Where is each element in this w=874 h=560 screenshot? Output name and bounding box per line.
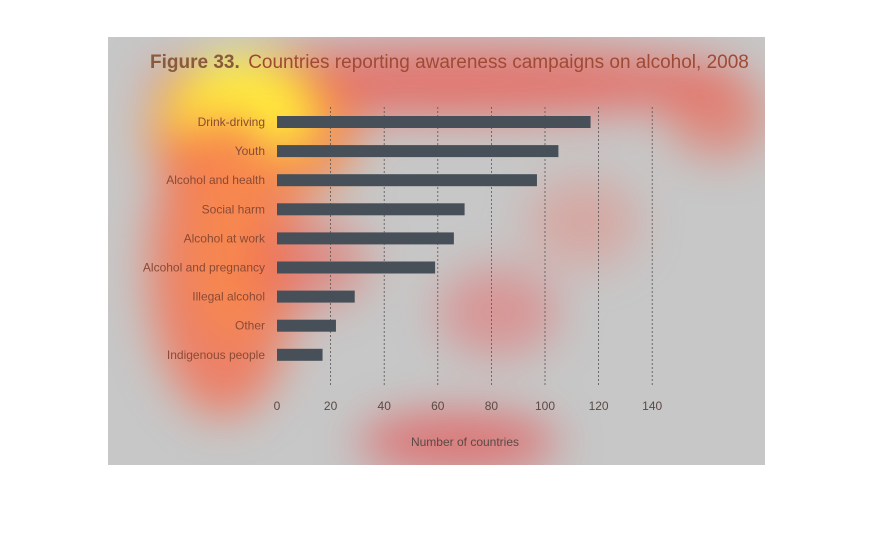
title-text: Countries reporting awareness campaigns … <box>248 52 749 73</box>
bar <box>277 203 465 216</box>
category-labels: Drink-driving Youth Alcohol and health Soci… <box>143 115 266 362</box>
x-tick-labels: 0 20 40 60 80 100 120 140 <box>274 399 663 413</box>
bar <box>277 174 537 187</box>
bars <box>277 116 591 361</box>
title-number: Figure 33. <box>150 52 240 73</box>
category-label: Alcohol and pregnancy <box>143 261 265 275</box>
category-label: Alcohol at work <box>184 231 266 245</box>
bar <box>277 261 436 274</box>
x-tick-label: 40 <box>378 399 392 413</box>
category-label: Other <box>235 319 265 333</box>
bar <box>277 145 559 158</box>
bar <box>277 116 591 128</box>
attention-heatmap-overlay <box>108 37 765 465</box>
x-tick-label: 0 <box>274 399 281 413</box>
category-label: Social harm <box>202 202 265 216</box>
category-label: Illegal alcohol <box>192 290 265 304</box>
category-label: Indigenous people <box>167 348 265 362</box>
x-tick-label: 20 <box>324 399 338 413</box>
x-tick-label: 100 <box>535 399 555 413</box>
x-tick-label: 80 <box>485 399 499 413</box>
category-label: Drink-driving <box>198 115 265 129</box>
category-label: Youth <box>235 144 265 158</box>
x-axis-label: Number of countries <box>411 435 519 449</box>
x-tick-label: 140 <box>642 399 662 413</box>
x-tick-label: 60 <box>431 399 445 413</box>
chart-figure: Figure 33. Countries reporting awareness… <box>108 37 765 465</box>
x-tick-label: 120 <box>589 399 609 413</box>
bar <box>277 348 323 361</box>
chart-title: Figure 33. Countries reporting awareness… <box>150 52 749 73</box>
bar <box>277 319 336 332</box>
bar-chart: Figure 33. Countries reporting awareness… <box>143 52 749 449</box>
bar <box>277 232 454 245</box>
category-label: Alcohol and health <box>166 173 265 187</box>
bar <box>277 290 355 303</box>
